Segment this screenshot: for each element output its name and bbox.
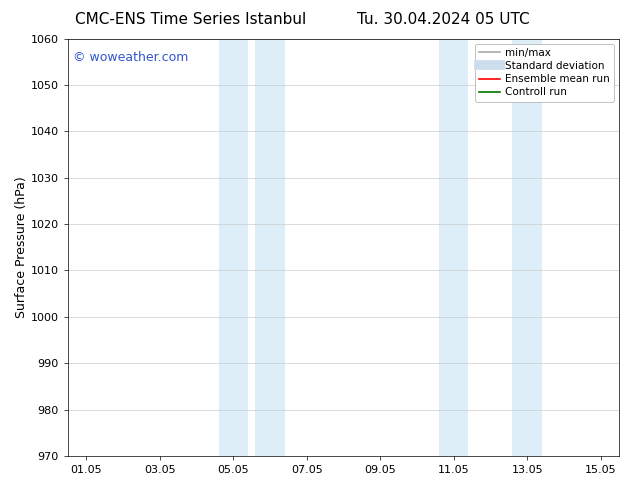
Text: Tu. 30.04.2024 05 UTC: Tu. 30.04.2024 05 UTC	[358, 12, 530, 27]
Text: © woweather.com: © woweather.com	[74, 51, 189, 64]
Bar	[512, 39, 542, 456]
Legend: min/max, Standard deviation, Ensemble mean run, Controll run: min/max, Standard deviation, Ensemble me…	[475, 44, 614, 101]
Text: CMC-ENS Time Series Istanbul: CMC-ENS Time Series Istanbul	[75, 12, 306, 27]
Y-axis label: Surface Pressure (hPa): Surface Pressure (hPa)	[15, 176, 28, 318]
Bar	[256, 39, 285, 456]
Bar	[439, 39, 469, 456]
Bar	[219, 39, 248, 456]
